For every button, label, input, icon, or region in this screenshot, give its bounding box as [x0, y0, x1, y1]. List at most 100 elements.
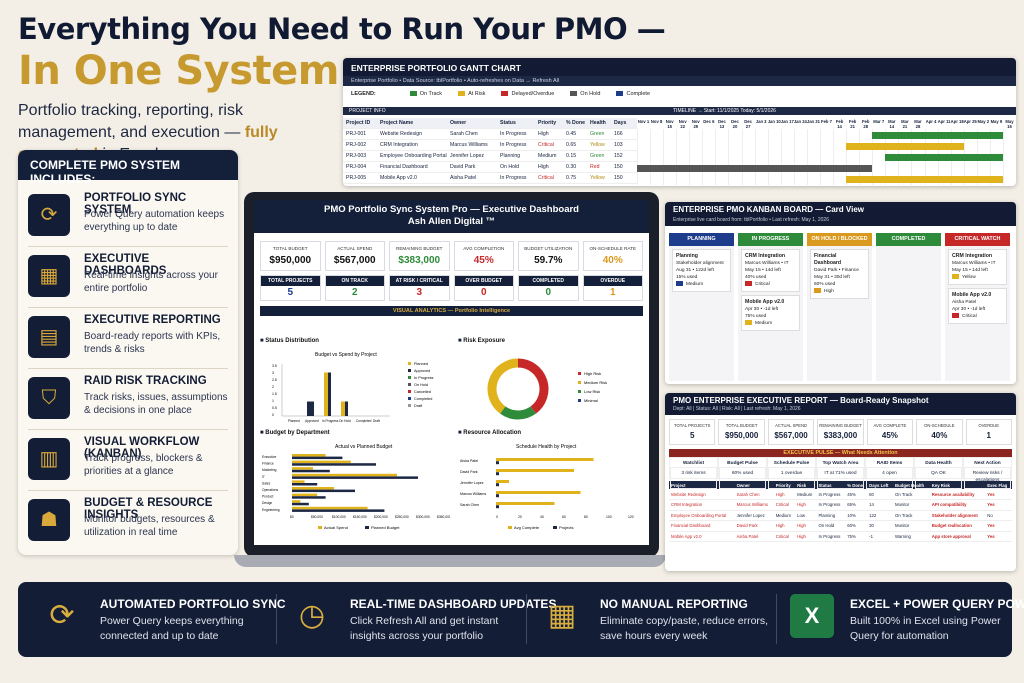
timeline-date: Jan 3: [755, 119, 767, 124]
include-item-desc: Real-time insights across your entire po…: [84, 270, 218, 294]
bar-projects: [496, 461, 499, 465]
pulse-item: Budget Pulse 60% used: [718, 457, 767, 489]
kpi-value: 1: [609, 287, 616, 298]
gantt-cell: PRJ-003: [346, 153, 367, 159]
status-bar: [307, 401, 311, 416]
includes-header: COMPLETE PMO SYSTEM INCLUDES:: [18, 150, 238, 186]
pulse-heading: RAID Items: [876, 461, 903, 466]
gantt-column-header: Priority: [538, 120, 557, 126]
x-tick: Draft: [373, 419, 380, 423]
pulse-item: Data Health QA OK: [914, 457, 963, 489]
report-cell: Critical: [773, 499, 796, 511]
donut-slice: [487, 358, 519, 414]
include-item-title: BUDGET & RESOURCE INSIGHTS: [84, 497, 213, 521]
report-kpi-label: OVERDUE: [978, 423, 1000, 428]
kanban-card[interactable]: CRM Integration Marcus Williams • IT May 1…: [741, 249, 800, 292]
kanban-card[interactable]: Mobile App v2.0 Apr 30 • -1d left 75% used…: [741, 295, 800, 331]
banner-item-desc: Eliminate copy/paste, reduce errors, sav…: [600, 615, 769, 642]
report-cell: Medium: [795, 489, 817, 500]
pulse-heading: Watchlist: [682, 461, 705, 466]
kanban-card-line: Aug 31 • 122d left: [676, 268, 714, 273]
tag-swatch: [745, 281, 752, 287]
gantt-bar: [846, 143, 964, 150]
gantt-cell: Marcus Williams: [450, 142, 488, 148]
y-tick: Product: [262, 495, 273, 499]
x-tick: $0: [290, 515, 294, 519]
gantt-cell: Sarah Chen: [450, 131, 478, 137]
gantt-cell: PRJ-004: [346, 164, 367, 170]
timeline-date: May 9: [990, 119, 1003, 124]
tag-label: Yellow: [962, 275, 976, 280]
y-tick: 3.5: [272, 364, 277, 368]
kpi-row-status: TOTAL PROJECTS 5 ON TRACK 2 AT RISK / CRITIC…: [254, 271, 649, 301]
report-row: Financial Dashboard David Park High High On …: [669, 520, 1012, 532]
report-kpi-value: 40%: [931, 431, 948, 440]
gantt-cell: 0.65: [566, 142, 577, 148]
report-kpi: REMAINING BUDGET $383,000: [817, 419, 864, 445]
legend-label: On Hold: [580, 91, 601, 97]
timeline-date: Mar 21: [901, 119, 909, 129]
gantt-cell: 166: [614, 131, 623, 137]
status-bar: [324, 372, 328, 416]
gantt-cell: David Park: [450, 164, 476, 170]
kanban-card[interactable]: Financial Dashboard David Park • Finance M…: [810, 249, 869, 299]
banner-item: X EXCEL + POWER QUERY POWERED Built 100% i…: [790, 592, 1024, 648]
gantt-cell: 150: [614, 164, 623, 170]
banner-item-desc: Power Query keeps everything connected a…: [100, 615, 244, 642]
report-column-header: Risk: [795, 481, 817, 489]
kanban-card[interactable]: Planning Stakeholder alignment Aug 31 • 12…: [672, 249, 731, 292]
chart-inner-title: Schedule Health by Project: [516, 444, 577, 450]
report-column-header: % Done: [845, 481, 868, 489]
timeline-date: Jan 24: [793, 119, 807, 124]
pulse-row: Watchlist 3 risk items Budget Pulse 60% use…: [669, 457, 1012, 489]
timeline-gridline: [676, 129, 678, 185]
gantt-bar: [872, 132, 1003, 139]
legend-label: Draft: [414, 404, 423, 408]
x-tick: Approved: [305, 419, 319, 423]
risk-exposure-chart: Risk Exposure High Risk Medium Risk Low Ri…: [458, 338, 643, 428]
bar-planned: [292, 489, 355, 493]
banner-item: ⟳ AUTOMATED PORTFOLIO SYNC Power Query kee…: [40, 592, 285, 648]
report-kpi: ON-SCHEDULE 40%: [916, 419, 963, 445]
bar-projects: [496, 472, 499, 476]
bar-complete: [496, 469, 574, 472]
legend-swatch: [553, 526, 557, 529]
kanban-card-line: David Park • Finance: [814, 268, 859, 273]
report-row: Website Redesign Sarah Chen High Medium In P…: [669, 489, 1012, 500]
gantt-bar: [637, 165, 873, 172]
kpi-value: 0: [545, 287, 552, 298]
report-column-header: Key Risk: [929, 481, 986, 489]
legend-label: Cancelled: [414, 390, 431, 394]
legend-swatch: [409, 91, 417, 97]
kpi-label: ACTUAL SPEND: [337, 246, 373, 251]
gantt-cell: In Progress: [500, 175, 527, 181]
tag-label: Critical: [755, 282, 770, 287]
banner-item-title: NO MANUAL REPORTING: [600, 597, 748, 611]
timeline-date: Mar 14: [888, 119, 896, 129]
timeline-date: May 16: [1005, 119, 1014, 129]
bar-planned: [292, 476, 418, 479]
report-row: Employee Onboarding Portal Jennifer Lopez…: [669, 510, 1012, 521]
kanban-card-line: May 31 • 30d left: [814, 275, 850, 280]
report-cell: Planning: [816, 510, 846, 521]
kanban-card[interactable]: Mobile App v2.0 Aisha Patel Apr 30 • -1d l…: [948, 288, 1007, 324]
y-tick: 1: [272, 399, 274, 403]
kanban-card[interactable]: CRM Integration Marcus Williams • IT May 1…: [948, 249, 1007, 285]
report-column-header: Status: [816, 481, 846, 489]
kanban-subtitle: Enterprise live card board from: tblPort…: [673, 217, 829, 223]
status-chart-svg: Budget vs Spend by Project 3.5 3 2.5 2 1.5 1 0.…: [272, 352, 434, 423]
resource-allocation-chart: Resource Allocation Schedule Health by P…: [458, 430, 643, 540]
bar-actual: [292, 506, 368, 510]
kanban-card-title: CRM Integration: [952, 253, 993, 259]
pulse-item: Watchlist 3 risk items: [669, 457, 718, 489]
kanban-card-tag: Critical: [745, 281, 796, 288]
include-item-title: EXECUTIVE REPORTING: [84, 314, 221, 326]
y-tick: Aisha Patel: [460, 459, 478, 463]
legend-swatch: [570, 91, 578, 97]
kanban-column-header: CRITICAL WATCH: [945, 233, 1010, 246]
legend-label: Minimal: [584, 398, 598, 403]
timeline-date: Nov 22: [678, 119, 687, 129]
legend-label: Medium Risk: [584, 380, 607, 385]
y-tick: Jennifer Lopez: [460, 481, 484, 485]
timeline-date: Jan 10: [767, 119, 781, 124]
